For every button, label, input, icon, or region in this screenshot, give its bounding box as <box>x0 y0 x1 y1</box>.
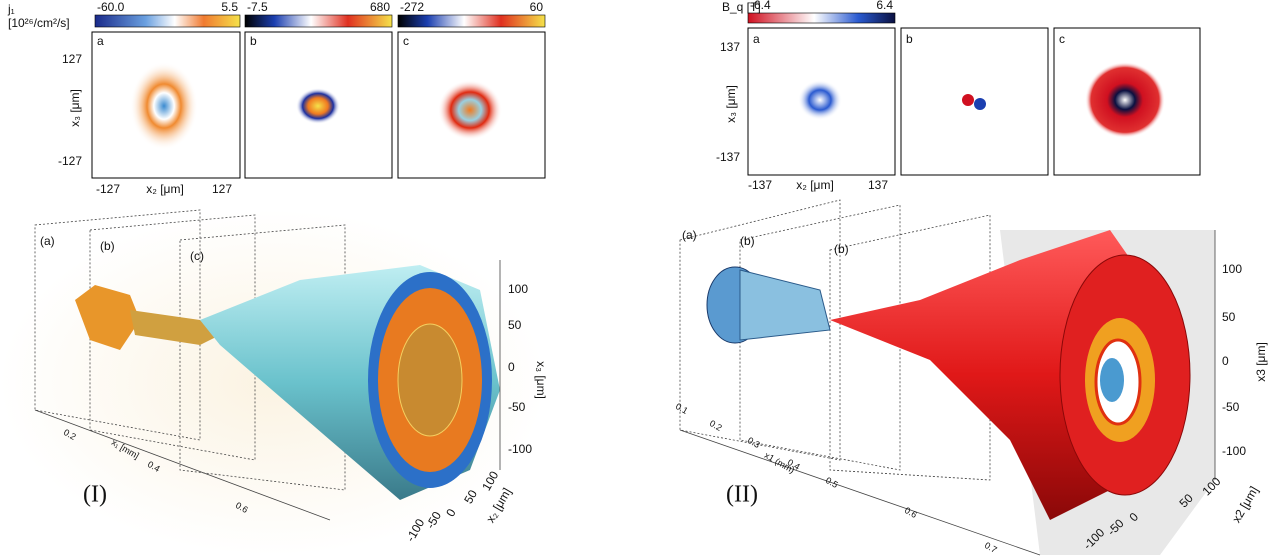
plane-label: (a) <box>40 234 55 248</box>
x2-axis-label: x2 [μm] <box>1229 484 1261 525</box>
panel-i-maps <box>91 14 546 179</box>
panel-label: (II) <box>726 482 758 508</box>
x3-tick-label: -100 <box>508 442 532 456</box>
axis-line <box>679 429 1041 556</box>
colorbar-max: 60 <box>530 0 544 14</box>
y-axis-label: x₃ [μm] <box>724 85 738 123</box>
map-blob <box>974 98 986 110</box>
x1-tick-label: 0.3 <box>746 435 762 450</box>
x3-tick-label: 50 <box>1222 310 1236 324</box>
x-axis-label: x₂ [μm] <box>146 182 184 196</box>
map-label: a <box>753 32 760 46</box>
isosurface <box>130 310 220 345</box>
colorbar-max: 680 <box>370 0 390 14</box>
slice-plane <box>89 214 256 461</box>
panel-i-volume <box>0 209 545 555</box>
x2-tick-label: 50 <box>461 487 480 506</box>
x3-axis-label: x3 [μm] <box>1254 342 1268 382</box>
slice-plane <box>739 204 901 471</box>
slice-plane <box>829 214 991 481</box>
map-frame <box>900 27 1049 176</box>
plane-label: (b) <box>100 239 115 253</box>
y-tick-label: 137 <box>720 40 740 54</box>
y-tick-label: 127 <box>62 52 82 66</box>
x3-tick-label: 100 <box>508 282 528 296</box>
map-label: b <box>906 32 913 46</box>
x3-tick-label: -100 <box>1222 444 1246 458</box>
plane-label: (c) <box>190 249 204 263</box>
colorbar-quantity: B_q [T] <box>722 0 761 14</box>
map-blob <box>438 80 502 140</box>
slice-plane <box>179 224 346 491</box>
plane-label: (b) <box>834 242 849 256</box>
y-tick-label: -127 <box>58 154 82 168</box>
map-label: a <box>97 34 104 48</box>
colorbar <box>244 14 393 28</box>
y-axis-label: x₃ [μm] <box>68 89 82 127</box>
x-axis-label: x₂ [μm] <box>796 178 834 192</box>
x3-tick-label: 50 <box>508 318 522 332</box>
x-tick-label: 127 <box>212 182 232 196</box>
x1-tick-label: 0.2 <box>708 418 724 433</box>
plane-label: (b) <box>740 234 755 248</box>
map-blob <box>798 80 842 120</box>
panel-label: (I) <box>83 482 107 508</box>
isosurface-core <box>397 323 463 437</box>
colorbar-quantity: j₁ <box>7 2 15 16</box>
x1-axis-label: x1 (mm) <box>763 450 797 475</box>
axis-line <box>34 409 331 521</box>
x1-tick-label: 0.1 <box>674 401 690 416</box>
map-blob <box>1085 62 1165 138</box>
x3-axis-label: x₃ [μm] <box>534 361 548 399</box>
map-blob <box>130 62 198 150</box>
map-blob <box>962 94 974 106</box>
x1-tick-label: 0.6 <box>903 505 919 520</box>
x-tick-label: -137 <box>748 178 772 192</box>
x3-tick-label: 100 <box>1222 262 1242 276</box>
plane-label: (a) <box>682 228 697 242</box>
colorbar-unit: [10²⁶/cm²/s] <box>8 16 70 30</box>
colorbar-min: -6.4 <box>750 0 771 12</box>
map-label: b <box>250 34 257 48</box>
slice-plane <box>34 209 201 441</box>
x-tick-label: 137 <box>868 178 888 192</box>
x3-tick-label: 0 <box>508 360 515 374</box>
colorbar-min: -7.5 <box>247 0 268 14</box>
map-blob <box>296 88 340 124</box>
colorbar <box>397 14 546 28</box>
colorbar-max: 5.5 <box>221 0 238 14</box>
x3-tick-label: -50 <box>508 400 526 414</box>
colorbar <box>747 12 896 24</box>
map-label: c <box>403 34 409 48</box>
y-tick-label: -137 <box>716 150 740 164</box>
panel-ii-maps <box>747 12 1201 176</box>
map-label: c <box>1059 32 1065 46</box>
colorbar-min: -60.0 <box>97 0 125 14</box>
colorbar-max: 6.4 <box>876 0 893 12</box>
x1-tick-label: 0.5 <box>824 475 840 490</box>
isosurface <box>739 269 831 341</box>
x-tick-label: -127 <box>96 182 120 196</box>
x1-tick-label: 0.7 <box>983 540 999 555</box>
isosurface-core <box>1100 358 1124 402</box>
x3-tick-label: 0 <box>1222 354 1229 368</box>
colorbar-min: -272 <box>400 0 424 14</box>
x3-tick-label: -50 <box>1222 400 1240 414</box>
slice-plane <box>679 199 841 461</box>
panel-ii-volume <box>679 199 1216 556</box>
isosurface <box>75 285 140 350</box>
colorbar <box>94 14 241 28</box>
